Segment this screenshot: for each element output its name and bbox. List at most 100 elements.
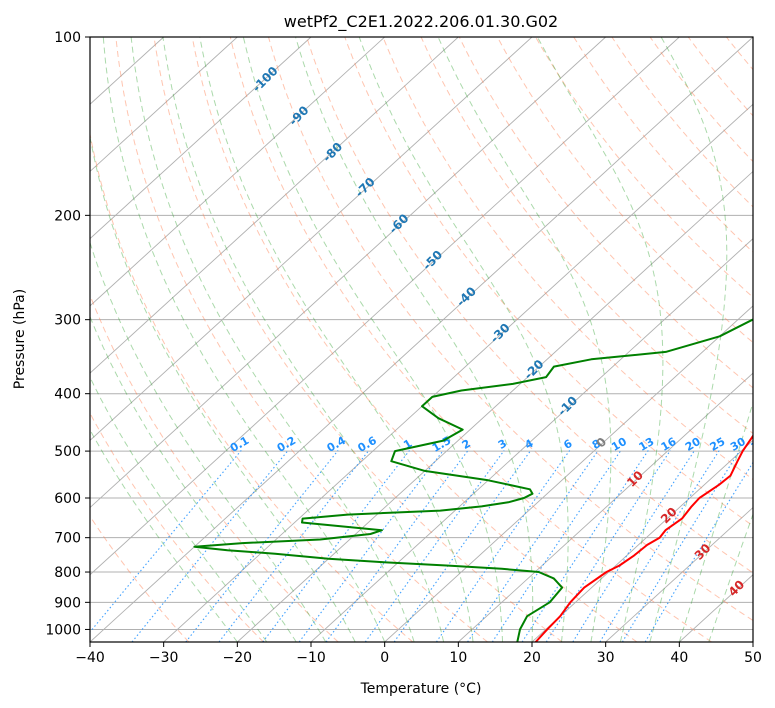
y-tick-label: 300: [54, 313, 81, 329]
dry-adiabat-170: [726, 37, 753, 71]
dry-adiabat-0: [90, 131, 414, 642]
isotherm-label: -10: [555, 393, 580, 418]
isotherm-label: 10: [624, 468, 646, 490]
isotherm-10: [458, 372, 753, 642]
y-tick-label: 800: [54, 565, 81, 581]
dry-adiabat-20: [153, 37, 563, 642]
moist-adiabat-0: [102, 37, 386, 642]
mixing-ratio-line: [262, 450, 410, 642]
dry-adiabat-130: [573, 37, 753, 253]
mixing-ratio-label: 36: [749, 435, 769, 454]
dry-adiabat-40: [229, 37, 712, 642]
mixing-ratio-label: 0.4: [325, 434, 349, 455]
x-tick-label: 20: [523, 650, 541, 666]
dry-adiabat-90: [420, 37, 753, 435]
mixing-ratio-label: 0.2: [275, 434, 298, 455]
moist-adiabat-20: [295, 37, 534, 642]
x-tick-label: 50: [744, 650, 762, 666]
moist-adiabat-16: [242, 37, 503, 642]
mixing-ratio-label: 0.1: [228, 434, 251, 455]
moist-adiabat-4: [130, 37, 415, 642]
y-tick-label: 1000: [45, 622, 81, 638]
isotherm-50: [752, 641, 753, 642]
moist-adiabat--12: [90, 315, 297, 642]
dry-adiabat-30: [191, 37, 638, 642]
moist-adiabat-40: [678, 400, 753, 642]
y-tick-label: 500: [54, 444, 81, 460]
moist-adiabat-44: [708, 512, 753, 642]
moist-adiabat--4: [90, 134, 356, 642]
y-axis: 100 200 300 400 500 600 700 800 900 1000: [45, 30, 90, 638]
mixing-ratio-line: [364, 450, 505, 642]
isotherm--50: [90, 37, 680, 576]
dry-adiabat--30: [90, 515, 190, 642]
isotherm-label: -40: [454, 284, 479, 309]
x-tick-label: 10: [449, 650, 467, 666]
dry-adiabat-180: [765, 37, 775, 642]
y-tick-label: 900: [54, 595, 81, 611]
dry-adiabat-110: [496, 37, 753, 344]
mixing-ratio-label: 2: [460, 437, 473, 452]
isotherm-0: [384, 305, 753, 642]
plot-frame: [89, 36, 754, 643]
dry-adiabat-60: [306, 37, 753, 574]
isotherm--60: [90, 37, 606, 509]
x-tick-label: 30: [597, 650, 615, 666]
mixing-ratio-line: [491, 450, 622, 642]
x-tick-label: −10: [296, 650, 326, 666]
isotherm--40: [90, 37, 753, 642]
isotherm--110: [90, 37, 238, 173]
dry-adiabat-100: [458, 37, 753, 389]
dewpoint-line: [193, 318, 753, 642]
x-tick-label: −40: [75, 650, 105, 666]
dry-adiabat-120: [535, 37, 753, 298]
mixing-ratio-line: [218, 450, 370, 642]
dry-adiabat-150: [649, 37, 753, 163]
y-tick-label: 100: [54, 30, 81, 46]
temperature-line: [534, 434, 753, 642]
mixing-ratio-line: [572, 450, 696, 642]
y-tick-label: 400: [54, 387, 81, 403]
isotherm-label: 30: [692, 541, 714, 563]
isotherm--80: [90, 37, 459, 374]
mixing-ratio-line: [435, 450, 571, 642]
moist-adiabat-12: [199, 37, 474, 642]
isotherm--70: [90, 37, 533, 441]
isotherm--10: [310, 238, 753, 642]
dry-adiabat--20: [90, 412, 264, 642]
dry-adiabat-50: [268, 37, 753, 622]
dry-adiabat--10: [90, 293, 339, 642]
profiles: [193, 318, 753, 642]
mixing-ratio-line: [185, 450, 339, 642]
isotherm-30: [605, 506, 753, 642]
mixing-ratio-line: [599, 450, 720, 642]
x-axis-label: Temperature (°C): [360, 681, 482, 697]
x-tick-label: 40: [670, 650, 688, 666]
background-lines: [90, 37, 775, 642]
mixing-ratio-line: [644, 461, 753, 642]
x-tick-label: −20: [223, 650, 253, 666]
moist-adiabat--16: [90, 376, 268, 642]
isotherm-label: -50: [420, 248, 445, 273]
x-tick-label: −30: [149, 650, 179, 666]
x-tick-label: 0: [380, 650, 389, 666]
dry-adiabat-10: [115, 37, 488, 642]
moist-adiabat-24: [358, 37, 569, 642]
mixing-ratio-line: [393, 450, 532, 642]
isotherm-label: 40: [726, 577, 748, 599]
isotherm--90: [90, 37, 385, 307]
x-axis: −40 −30 −20 −10 0 10 20 30 40 50: [75, 642, 762, 666]
mixing-ratio-line: [621, 450, 741, 642]
moist-adiabat-28: [437, 37, 612, 642]
mixing-ratio-line: [90, 450, 242, 633]
moist-adiabat--20: [90, 428, 238, 642]
isotherm--100: [90, 37, 312, 240]
moist-adiabat-36: [649, 37, 728, 642]
isotherm--20: [237, 170, 753, 642]
isotherm-label: -70: [353, 175, 378, 200]
moist-adiabat-8: [162, 37, 445, 642]
moist-adiabat-32: [536, 37, 664, 642]
y-tick-label: 700: [54, 531, 81, 547]
dry-adiabat-70: [344, 37, 753, 527]
